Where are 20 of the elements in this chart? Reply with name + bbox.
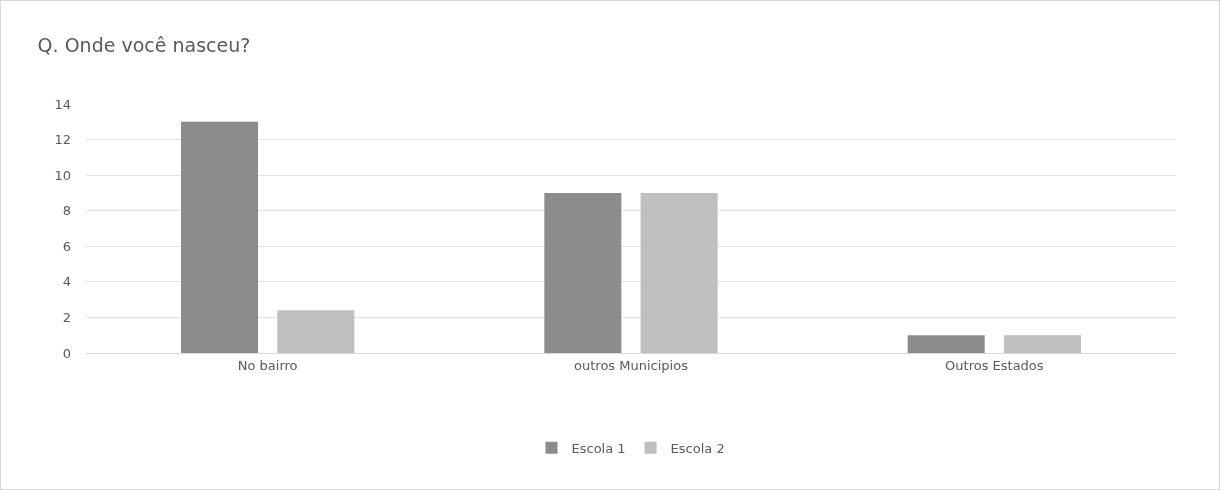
- bar: [544, 192, 622, 353]
- legend-label: Escola 2: [670, 440, 725, 456]
- bar: [640, 192, 718, 353]
- y-tick-label: 2: [62, 309, 71, 325]
- bar: [1003, 335, 1081, 353]
- bar: [277, 310, 355, 353]
- y-tick-label: 0: [62, 345, 71, 361]
- bar: [181, 121, 259, 353]
- y-tick-label: 6: [62, 238, 71, 254]
- x-tick-label: outros Municipios: [574, 357, 689, 373]
- y-tick-label: 12: [54, 132, 71, 148]
- y-tick-label: 4: [62, 274, 71, 290]
- legend-label: Escola 1: [571, 440, 626, 456]
- bar: [907, 335, 985, 353]
- x-tick-label: No bairro: [237, 357, 298, 373]
- y-tick-label: 10: [54, 167, 71, 183]
- y-tick-label: 8: [62, 203, 71, 219]
- y-tick-label: 14: [54, 96, 71, 112]
- x-tick-label: Outros Estados: [945, 357, 1044, 373]
- chart-title: Q. Onde você nasceu?: [37, 33, 251, 56]
